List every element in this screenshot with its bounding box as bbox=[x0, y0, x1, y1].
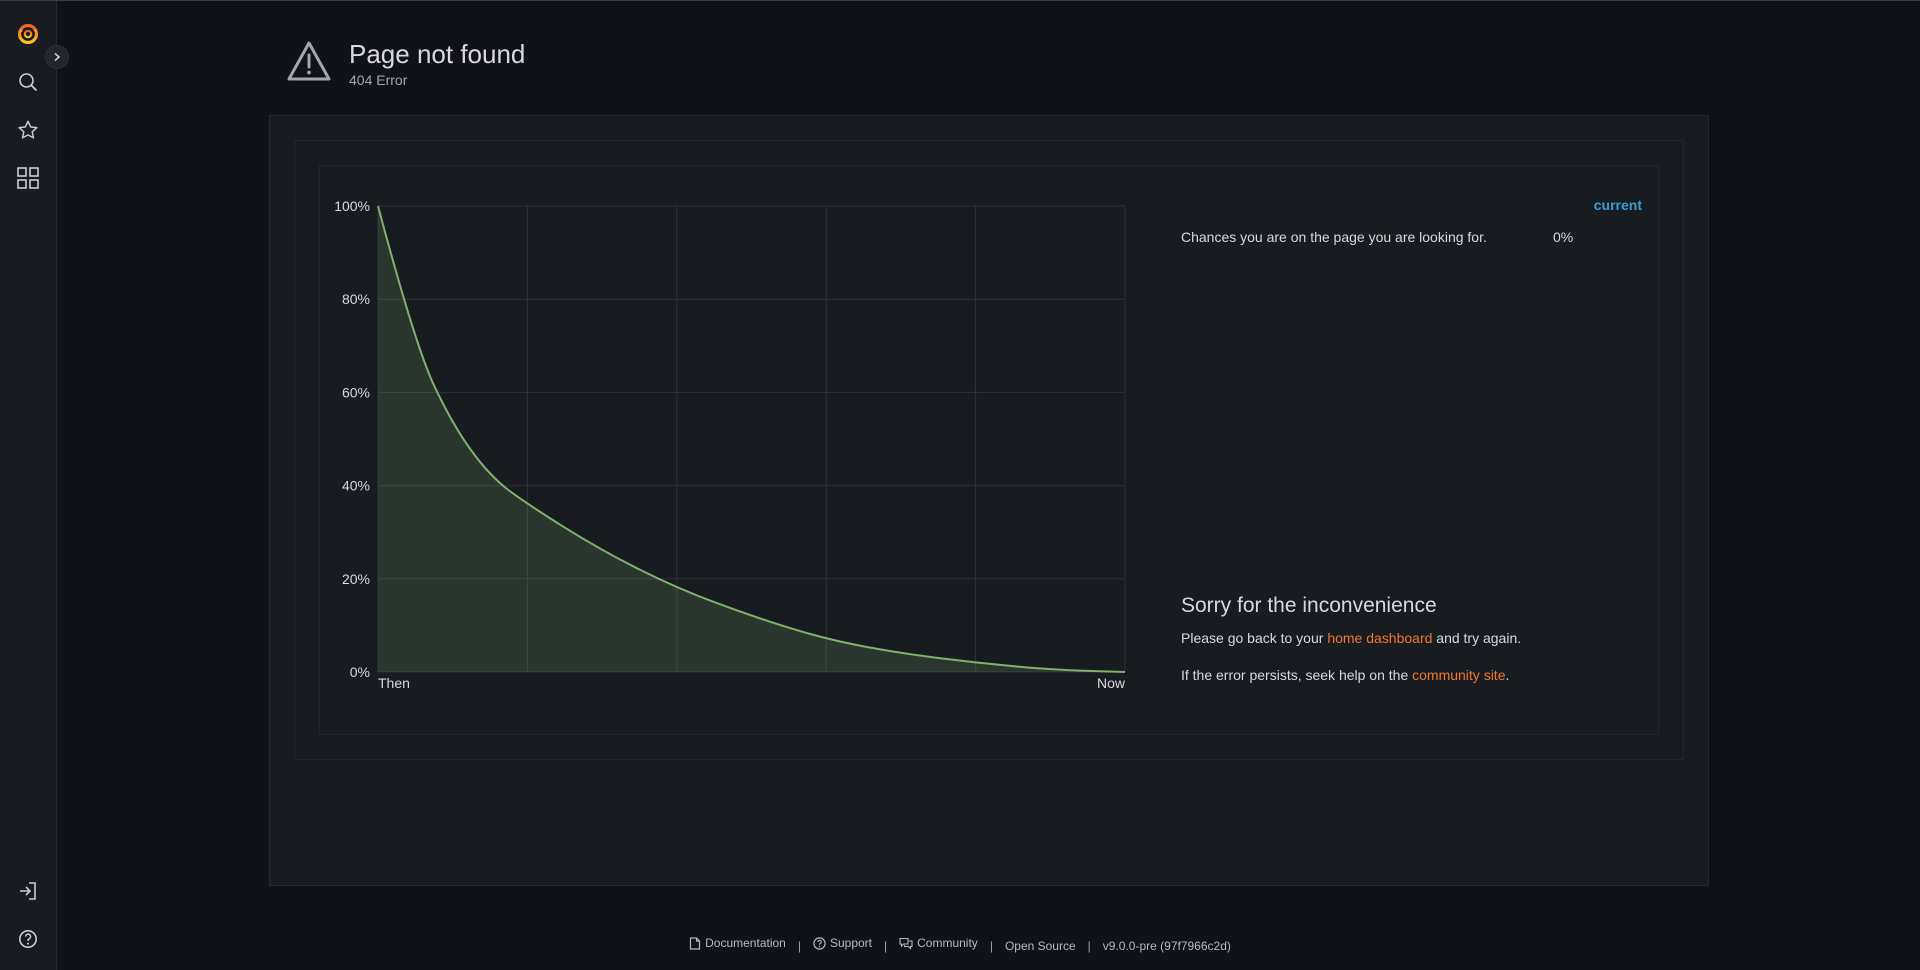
page-title: Page not found bbox=[349, 39, 526, 69]
footer-version: v9.0.0-pre (97f7966c2d) bbox=[1103, 939, 1231, 953]
expand-sidebar-button[interactable] bbox=[45, 45, 69, 69]
message-text: . bbox=[1505, 667, 1510, 683]
page-subtitle: 404 Error bbox=[349, 72, 408, 88]
message-text: and try again. bbox=[1432, 630, 1522, 646]
footer-separator: | bbox=[797, 938, 801, 953]
footer-open-source-link[interactable]: Open Source bbox=[1005, 939, 1076, 953]
message-text: If the error persists, seek help on the bbox=[1181, 667, 1413, 683]
y-tick-label: 0% bbox=[350, 664, 370, 680]
x-tick-label: Then bbox=[378, 675, 410, 691]
footer-community-label: Community bbox=[917, 936, 978, 950]
legend-series-value: 0% bbox=[1553, 229, 1574, 245]
footer-documentation-label: Documentation bbox=[705, 936, 786, 950]
footer-support-label: Support bbox=[829, 936, 872, 950]
comments-icon bbox=[899, 937, 913, 950]
footer-separator: | bbox=[884, 938, 888, 953]
help-icon[interactable] bbox=[14, 925, 42, 953]
footer-separator: | bbox=[1087, 938, 1091, 953]
warning-icon bbox=[286, 40, 332, 87]
star-icon[interactable] bbox=[14, 116, 42, 144]
grafana-logo[interactable] bbox=[14, 20, 42, 48]
legend-current-header[interactable]: current bbox=[1593, 197, 1642, 213]
footer-open-source-label: Open Source bbox=[1004, 938, 1076, 953]
top-border bbox=[0, 0, 1920, 1]
footer-support-link[interactable]: Support bbox=[813, 936, 872, 950]
search-icon[interactable] bbox=[14, 68, 42, 96]
chevron-right-icon bbox=[54, 52, 61, 62]
y-tick-label: 80% bbox=[342, 291, 370, 307]
graph-chart: 100% 80% 60% 40% 20% 0% Then Now bbox=[334, 198, 1126, 691]
message-text: Please go back to your bbox=[1181, 630, 1328, 646]
graph-panel bbox=[319, 165, 1659, 735]
apps-icon[interactable] bbox=[14, 164, 42, 192]
series-line bbox=[377, 205, 1126, 673]
y-tick-label: 20% bbox=[342, 571, 370, 587]
sorry-title: Sorry for the inconvenience bbox=[1181, 594, 1437, 617]
home-dashboard-message: Please go back to your home dashboard an… bbox=[1181, 630, 1521, 646]
community-site-link[interactable]: community site bbox=[1412, 667, 1506, 683]
y-tick-label: 40% bbox=[342, 478, 370, 494]
document-icon bbox=[690, 936, 701, 950]
sidebar bbox=[0, 1, 57, 970]
x-tick-label: Now bbox=[1097, 675, 1126, 691]
footer-documentation-link[interactable]: Documentation bbox=[689, 936, 786, 950]
sign-in-icon[interactable] bbox=[14, 877, 42, 905]
community-message: If the error persists, seek help on the … bbox=[1181, 667, 1509, 683]
footer-community-link[interactable]: Community bbox=[899, 936, 978, 950]
question-circle-icon bbox=[813, 936, 826, 950]
home-dashboard-link[interactable]: home dashboard bbox=[1327, 630, 1433, 646]
footer-separator: | bbox=[989, 938, 993, 953]
series-area bbox=[378, 206, 1125, 672]
y-tick-label: 60% bbox=[342, 384, 370, 400]
legend-series-label: Chances you are on the page you are look… bbox=[1181, 229, 1487, 245]
y-tick-label: 100% bbox=[334, 198, 370, 214]
footer: Documentation | Support | Community | Op… bbox=[0, 936, 1920, 953]
footer-version-label: v9.0.0-pre (97f7966c2d) bbox=[1102, 938, 1231, 953]
